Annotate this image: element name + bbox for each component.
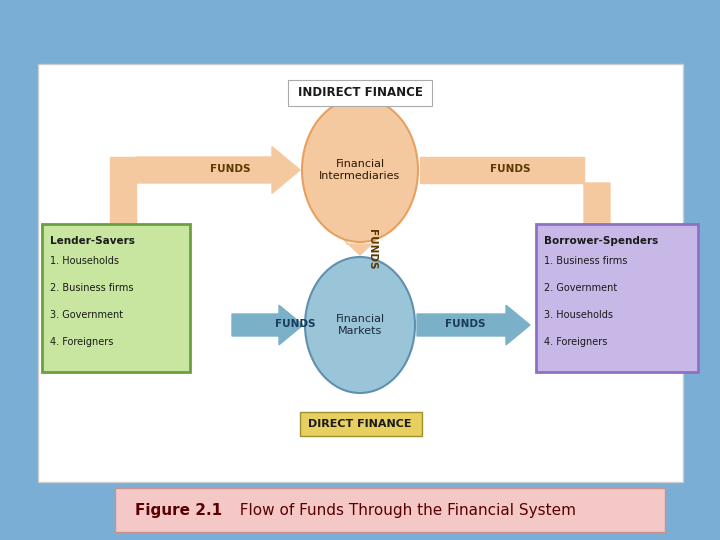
FancyBboxPatch shape — [536, 224, 698, 372]
Polygon shape — [417, 305, 530, 345]
Text: Figure 2.1: Figure 2.1 — [135, 503, 222, 517]
FancyBboxPatch shape — [288, 80, 432, 106]
Polygon shape — [420, 157, 584, 183]
Text: Financial
Intermediaries: Financial Intermediaries — [320, 159, 400, 181]
Ellipse shape — [305, 257, 415, 393]
Polygon shape — [232, 305, 303, 345]
Polygon shape — [136, 146, 300, 193]
Text: FUNDS: FUNDS — [367, 230, 377, 270]
Polygon shape — [110, 157, 136, 315]
Text: Borrower-Spenders: Borrower-Spenders — [544, 236, 658, 246]
FancyBboxPatch shape — [42, 224, 190, 372]
Text: FUNDS: FUNDS — [275, 319, 315, 329]
Text: FUNDS: FUNDS — [210, 164, 251, 174]
Text: 1. Households: 1. Households — [50, 256, 119, 266]
Text: 4. Foreigners: 4. Foreigners — [50, 337, 113, 347]
Polygon shape — [574, 183, 621, 315]
Text: 1. Business firms: 1. Business firms — [544, 256, 627, 266]
Text: 4. Foreigners: 4. Foreigners — [544, 337, 608, 347]
Text: 3. Government: 3. Government — [50, 310, 123, 320]
Text: Lender-Savers: Lender-Savers — [50, 236, 135, 246]
Text: 2. Government: 2. Government — [544, 283, 617, 293]
FancyBboxPatch shape — [300, 412, 422, 436]
Text: FUNDS: FUNDS — [445, 319, 485, 329]
FancyBboxPatch shape — [115, 488, 665, 532]
Text: 2. Business firms: 2. Business firms — [50, 283, 133, 293]
Text: DIRECT FINANCE: DIRECT FINANCE — [308, 419, 412, 429]
Polygon shape — [337, 233, 383, 255]
Ellipse shape — [302, 98, 418, 242]
Text: Flow of Funds Through the Financial System: Flow of Funds Through the Financial Syst… — [230, 503, 576, 517]
Text: INDIRECT FINANCE: INDIRECT FINANCE — [297, 86, 423, 99]
Text: 3. Households: 3. Households — [544, 310, 613, 320]
Text: Financial
Markets: Financial Markets — [336, 314, 384, 336]
Text: FUNDS: FUNDS — [490, 164, 530, 174]
FancyBboxPatch shape — [38, 64, 683, 482]
